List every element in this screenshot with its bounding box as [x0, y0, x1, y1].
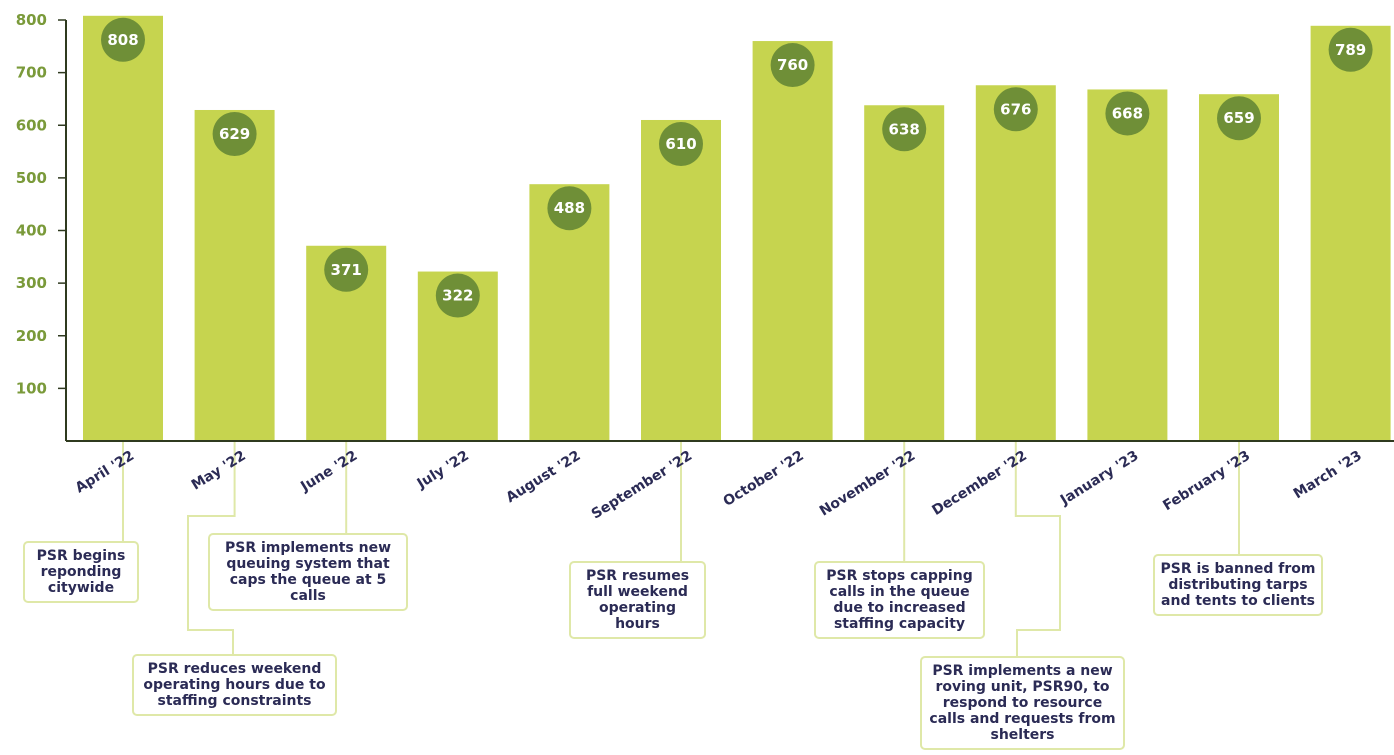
x-tick-january-23: January '23 — [1057, 448, 1142, 509]
bar-november-22 — [864, 105, 945, 441]
data-label-circle-january-23 — [1105, 91, 1150, 136]
data-label-may-22: 629 — [219, 125, 250, 143]
data-label-circle-november-22 — [882, 107, 927, 152]
y-tick-300: 300 — [16, 274, 47, 292]
y-tick-200: 200 — [16, 327, 47, 345]
data-label-march-23: 789 — [1335, 41, 1366, 59]
annotation-june: PSR implements new queuing system that c… — [208, 533, 408, 611]
data-label-circle-march-23 — [1328, 27, 1373, 72]
x-tick-september-22: September '22 — [589, 448, 695, 523]
data-label-circle-february-23 — [1217, 96, 1261, 141]
bar-april-22 — [83, 15, 163, 441]
x-tick-july-22: July '22 — [414, 448, 472, 493]
annotation-may: PSR reduces weekend operating hours due … — [132, 654, 337, 716]
annotation-november: PSR stops capping calls in the queue due… — [814, 561, 985, 639]
x-tick-march-23: March '23 — [1291, 448, 1365, 502]
data-label-circle-june-22 — [324, 247, 369, 292]
y-tick-400: 400 — [16, 222, 47, 240]
y-tick-700: 700 — [16, 64, 47, 82]
connector-may-22 — [187, 441, 236, 654]
bar-october-22 — [752, 41, 833, 442]
data-label-june-22: 371 — [331, 261, 362, 279]
data-label-october-22: 760 — [777, 56, 808, 74]
annotation-february: PSR is banned from distributing tarps an… — [1153, 554, 1323, 616]
x-tick-august-22: August '22 — [503, 448, 583, 506]
data-label-circle-august-22 — [547, 186, 592, 231]
y-tick-600: 600 — [16, 116, 47, 134]
data-label-november-22: 638 — [889, 120, 920, 138]
data-label-december-22: 676 — [1000, 100, 1031, 118]
data-label-circle-may-22 — [212, 111, 257, 156]
bars — [83, 15, 1391, 442]
bar-january-23 — [1087, 89, 1168, 441]
x-tick-june-22: June '22 — [297, 448, 360, 496]
callout-connectors — [122, 441, 1240, 656]
bar-may-22 — [194, 109, 275, 442]
data-label-circle-july-22 — [435, 273, 480, 318]
bar-march-23 — [1310, 25, 1391, 441]
annotation-december: PSR implements a new roving unit, PSR90,… — [920, 656, 1125, 750]
data-label-circle-september-22 — [659, 121, 703, 166]
connector-december-22 — [1014, 441, 1061, 656]
data-label-circle-december-22 — [993, 87, 1038, 132]
y-tick-500: 500 — [16, 169, 47, 187]
data-label-september-22: 610 — [665, 135, 696, 153]
x-tick-april-22: April '22 — [73, 448, 137, 497]
y-axis-ticks: 100 200 300 400 500 600 700 800 — [16, 11, 66, 397]
bar-september-22 — [641, 119, 721, 442]
data-label-february-23: 659 — [1223, 109, 1254, 127]
bar-february-23 — [1199, 94, 1279, 442]
bar-december-22 — [975, 85, 1056, 441]
data-label-circle-october-22 — [770, 43, 815, 88]
x-tick-may-22: May '22 — [189, 448, 249, 494]
x-tick-november-22: November '22 — [817, 448, 918, 520]
y-tick-800: 800 — [16, 11, 47, 29]
annotation-april: PSR begins reponding citywide — [23, 541, 139, 603]
annotation-september: PSR resumes full weekend operating hours — [569, 561, 706, 639]
data-label-january-23: 668 — [1112, 104, 1143, 122]
data-label-july-22: 322 — [442, 287, 473, 305]
x-tick-october-22: October '22 — [721, 448, 807, 510]
x-axis-ticks: April '22 May '22 June '22 July '22 August '… — [73, 448, 1365, 523]
data-label-circle-april-22 — [101, 17, 145, 62]
data-label-april-22: 808 — [107, 31, 138, 49]
data-label-august-22: 488 — [554, 199, 585, 217]
y-tick-100: 100 — [16, 379, 47, 397]
data-labels: 808 629 371 322 488 610 760 638 676 668 659 789 — [101, 17, 1373, 318]
